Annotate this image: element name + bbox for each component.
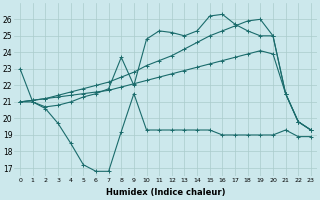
X-axis label: Humidex (Indice chaleur): Humidex (Indice chaleur) — [106, 188, 225, 197]
